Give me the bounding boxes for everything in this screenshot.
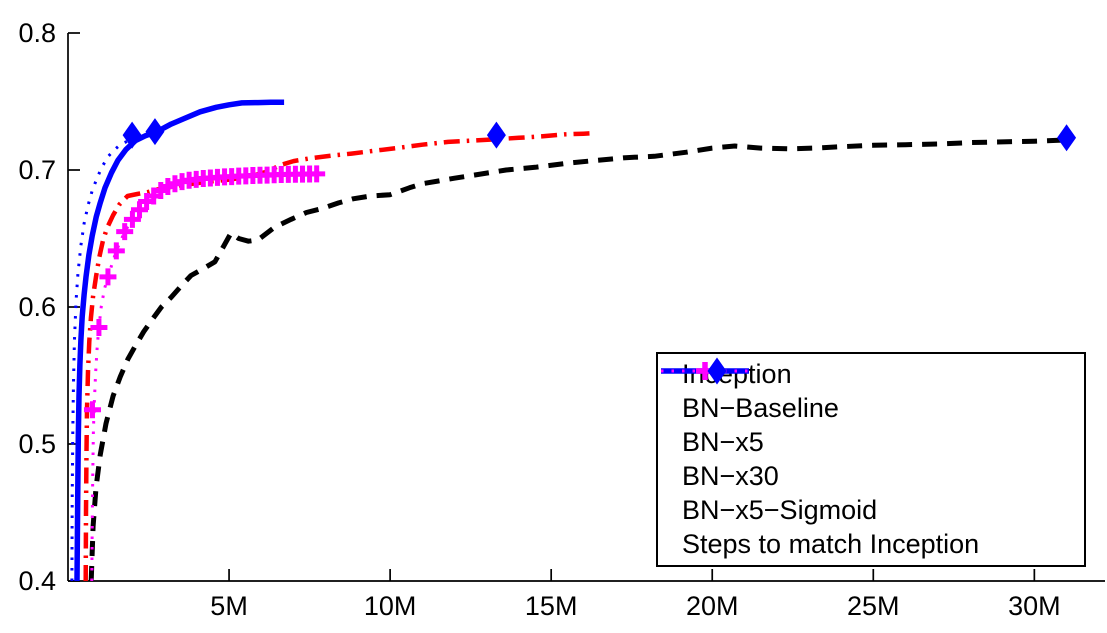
series-bn-x5	[70, 137, 135, 582]
y-tick-label: 0.8	[18, 18, 56, 48]
legend-item-bn-baseline: BN−Baseline	[661, 368, 1084, 425]
legend-label: BN−x5	[682, 427, 764, 458]
axes	[67, 32, 1105, 582]
x-tick-label: 15M	[525, 591, 578, 621]
legend-item-bn-x5: BN−x5	[661, 369, 1084, 459]
legend-sample-diamond	[707, 357, 727, 385]
y-tick-label: 0.5	[18, 429, 56, 459]
legend-label: BN−Baseline	[682, 393, 839, 424]
legend-label: Inception	[682, 359, 792, 390]
legend-label: Steps to match Inception	[682, 528, 980, 559]
series-steps-to-match-inception	[122, 118, 1077, 152]
diamond-marker	[1057, 124, 1077, 152]
series-line	[74, 99, 285, 582]
y-tick-label: 0.4	[18, 566, 56, 596]
legend-label: BN−x5−Sigmoid	[682, 494, 878, 525]
x-tick-label: 10M	[364, 591, 417, 621]
diamond-marker	[145, 118, 165, 146]
y-tick-label: 0.7	[18, 155, 56, 185]
x-tick-label: 30M	[1008, 591, 1061, 621]
series-inception	[88, 137, 1067, 582]
legend-item-bn-x30: BN−x30	[661, 368, 1084, 493]
x-tick-label: 5M	[210, 591, 248, 621]
series-bn-x30	[74, 99, 285, 582]
legend: Inception BN−Baseline BN−x5 BN−x30 BN−x5−Sig…	[656, 352, 1086, 567]
diamond-marker	[486, 121, 506, 149]
legend-label: BN−x30	[682, 460, 779, 491]
legend-item-bn-x5-sigmoid: BN−x5−Sigmoid	[661, 362, 1084, 527]
y-tick-label: 0.6	[18, 292, 56, 322]
diamond-marker	[122, 121, 142, 149]
series-bn-x5-sigmoid	[83, 165, 326, 582]
x-tick-label: 25M	[847, 591, 900, 621]
legend-item-steps-to-match-inception: Steps to match Inception	[672, 357, 1084, 561]
series-line	[88, 137, 1067, 582]
plus-markers	[83, 165, 326, 419]
x-tick-label: 20M	[686, 591, 739, 621]
series-line	[70, 137, 135, 582]
